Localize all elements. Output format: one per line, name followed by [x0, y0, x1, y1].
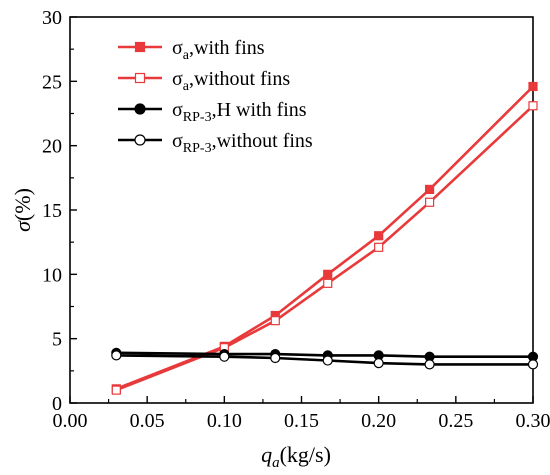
circle-marker: [373, 358, 384, 369]
x-tick-label: 0.10: [207, 410, 242, 432]
circle-marker: [527, 359, 539, 370]
legend-entry: σRP-3,H with fins: [118, 99, 307, 125]
series-layer: [111, 81, 539, 395]
x-tick-label: 0.25: [438, 410, 473, 432]
legend-label: σRP-3,without fins: [172, 130, 313, 156]
square-marker: [111, 385, 121, 395]
square-marker: [528, 81, 538, 92]
legend-entry: σa,with fins: [118, 37, 265, 63]
y-tick-label: 10: [42, 264, 62, 286]
y-tick-label: 0: [52, 393, 62, 415]
y-tick-label: 5: [52, 329, 62, 351]
legend-label: σa,with fins: [172, 37, 265, 63]
circle-marker: [219, 351, 230, 362]
legend-entry: σa,without fins: [118, 68, 290, 94]
y-tick-label: 20: [42, 136, 62, 158]
x-axis-title: qa(kg/s): [261, 442, 331, 471]
x-tick-label: 0.20: [361, 410, 396, 432]
circle-marker: [424, 359, 435, 370]
legend-entry: σRP-3,without fins: [118, 130, 313, 156]
circle-marker: [322, 355, 333, 366]
square-marker: [424, 197, 435, 207]
square-marker: [424, 184, 435, 195]
circle-marker: [111, 350, 122, 361]
legend-label: σa,without fins: [172, 68, 290, 94]
circle-marker: [134, 134, 146, 146]
square-marker: [270, 316, 280, 326]
axis-ticks: 0.00 0.05 0.10 0.15 0.20 0.25 0.30 0 5 10 15 20 25 30: [42, 7, 550, 432]
legend: σa,with fins σa,without fins σRP-3,H with …: [118, 37, 313, 156]
x-tick-label: 0.05: [130, 410, 165, 432]
series-3: [111, 350, 539, 370]
square-marker: [134, 41, 146, 53]
legend-label: σRP-3,H with fins: [172, 99, 307, 125]
square-marker: [323, 278, 333, 288]
square-marker: [528, 101, 538, 111]
y-axis-title: σ(%): [10, 188, 35, 232]
square-marker: [374, 231, 384, 241]
square-marker: [323, 269, 333, 279]
y-tick-label: 15: [42, 200, 62, 222]
y-tick-label: 30: [42, 7, 62, 29]
x-tick-label: 0.15: [284, 410, 319, 432]
x-tick-label: 0.00: [53, 410, 88, 432]
square-marker: [374, 242, 384, 252]
square-marker: [134, 72, 146, 84]
series-1: [111, 101, 538, 395]
y-tick-label: 25: [42, 71, 62, 93]
circle-marker: [270, 352, 281, 364]
x-tick-label: 0.30: [516, 410, 550, 432]
circle-marker: [134, 103, 146, 115]
